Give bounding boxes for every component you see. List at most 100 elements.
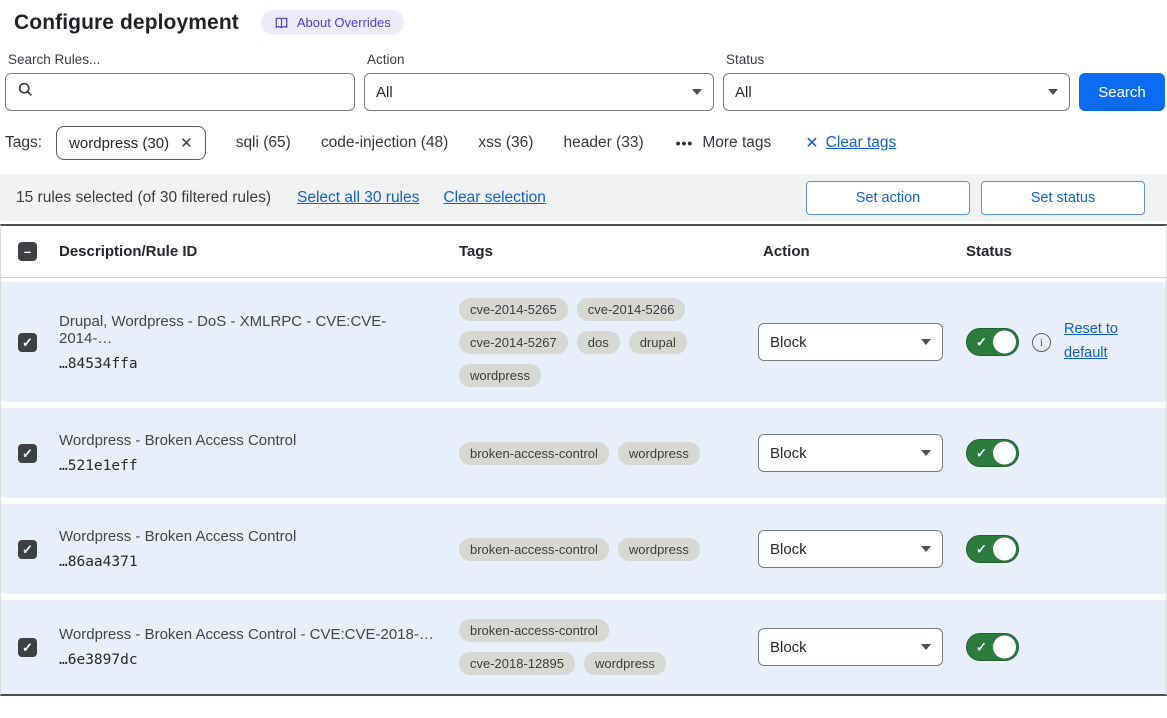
tag-filter-code-injection[interactable]: code-injection (48) xyxy=(320,134,449,151)
rule-status-cell: ✓ xyxy=(963,633,1166,661)
status-toggle[interactable]: ✓ xyxy=(966,535,1019,563)
check-icon: ✓ xyxy=(976,445,987,461)
status-field: Status All xyxy=(723,52,1070,111)
tag-pill: wordpress xyxy=(459,363,541,387)
rule-description: Drupal, Wordpress - DoS - XMLRPC - CVE:C… xyxy=(59,312,387,347)
table-row: ✓ Wordpress - Broken Access Control …86a… xyxy=(1,504,1166,594)
tag-pill: cve-2018-12895 xyxy=(459,652,575,675)
rule-tags-cell: broken-access-control wordpress xyxy=(459,537,756,561)
chevron-down-icon xyxy=(1048,89,1058,95)
rule-action-value: Block xyxy=(770,638,807,656)
more-tags-button[interactable]: ••• More tags xyxy=(676,134,772,152)
rule-id: …6e3897dc xyxy=(59,652,138,668)
page-title: Configure deployment xyxy=(14,10,239,34)
check-icon: ✓ xyxy=(976,541,987,557)
header-checkbox-cell: – xyxy=(1,242,45,261)
info-icon[interactable]: i xyxy=(1032,332,1051,352)
tag-pill: dos xyxy=(576,330,620,354)
chevron-down-icon xyxy=(692,89,702,95)
toggle-knob xyxy=(993,330,1016,354)
check-icon: ✓ xyxy=(976,639,987,655)
tag-filter-xss[interactable]: xss (36) xyxy=(478,134,534,151)
rule-id: …521e1eff xyxy=(59,458,138,474)
rules-table: – Description/Rule ID Tags Action Status… xyxy=(0,224,1167,696)
column-header-description: Description/Rule ID xyxy=(59,243,198,260)
reset-to-default-link[interactable]: Reset to default xyxy=(1064,321,1118,361)
rule-action-cell: Block xyxy=(756,323,963,361)
rule-description: Wordpress - Broken Access Control xyxy=(59,432,297,449)
tag-pill: cve-2014-5265 xyxy=(459,297,568,321)
page-header: Configure deployment About Overrides xyxy=(0,0,1167,35)
rule-action-value: Block xyxy=(770,333,807,351)
status-filter-select[interactable]: All xyxy=(723,73,1070,111)
action-label: Action xyxy=(367,52,405,67)
column-header-tags: Tags xyxy=(459,243,493,260)
chevron-down-icon xyxy=(921,339,931,345)
check-icon: ✓ xyxy=(22,334,33,350)
rule-action-select[interactable]: Block xyxy=(758,628,943,666)
action-field: Action All xyxy=(364,52,714,111)
status-filter-value: All xyxy=(735,83,752,101)
select-all-checkbox[interactable]: – xyxy=(18,242,37,261)
search-label: Search Rules... xyxy=(8,52,101,67)
rule-action-cell: Block xyxy=(756,628,963,666)
clear-tags-link[interactable]: ✕ Clear tags xyxy=(805,133,896,153)
close-icon[interactable]: ✕ xyxy=(180,135,193,152)
rule-description-cell: Wordpress - Broken Access Control - CVE:… xyxy=(45,626,459,668)
status-toggle[interactable]: ✓ xyxy=(966,439,1019,467)
status-toggle[interactable]: ✓ xyxy=(966,633,1019,661)
rule-description-cell: Drupal, Wordpress - DoS - XMLRPC - CVE:C… xyxy=(45,313,459,372)
tag-filter-sqli[interactable]: sqli (65) xyxy=(235,134,291,151)
row-checkbox-cell: ✓ xyxy=(1,637,45,657)
about-overrides-badge[interactable]: About Overrides xyxy=(260,10,404,35)
rule-description: Wordpress - Broken Access Control - CVE:… xyxy=(59,626,434,643)
tag-pill: drupal xyxy=(628,330,687,354)
rule-action-value: Block xyxy=(770,540,807,558)
selected-tag-label: wordpress (30) xyxy=(69,134,170,152)
row-checkbox[interactable]: ✓ xyxy=(18,332,37,352)
tag-pill: wordpress xyxy=(617,441,700,465)
selection-bar: 15 rules selected (of 30 filtered rules)… xyxy=(0,174,1167,221)
rule-tags-cell: cve-2014-5265 cve-2014-5266 cve-2014-526… xyxy=(459,297,756,387)
chevron-down-icon xyxy=(921,546,931,552)
column-header-status: Status xyxy=(966,243,1012,260)
rule-action-select[interactable]: Block xyxy=(758,530,943,568)
status-toggle[interactable]: ✓ xyxy=(966,328,1019,356)
book-icon xyxy=(274,16,289,30)
bulk-action-buttons: Set action Set status xyxy=(806,180,1145,215)
chevron-down-icon xyxy=(921,644,931,650)
tag-pill: broken-access-control xyxy=(459,441,609,465)
table-row: ✓ Wordpress - Broken Access Control - CV… xyxy=(1,600,1166,694)
toggle-knob xyxy=(993,537,1016,561)
status-label: Status xyxy=(726,52,765,67)
selection-summary: 15 rules selected (of 30 filtered rules) xyxy=(16,188,272,206)
chevron-down-icon xyxy=(921,450,931,456)
table-row: ✓ Wordpress - Broken Access Control …521… xyxy=(1,408,1166,498)
tag-filter-header[interactable]: header (33) xyxy=(563,134,644,151)
select-all-link[interactable]: Select all 30 rules xyxy=(297,188,420,206)
row-checkbox[interactable]: ✓ xyxy=(18,637,37,657)
row-checkbox-cell: ✓ xyxy=(1,539,45,559)
search-input-box[interactable] xyxy=(5,73,355,111)
clear-selection-link[interactable]: Clear selection xyxy=(443,188,546,206)
set-action-button[interactable]: Set action xyxy=(806,180,970,215)
check-icon: ✓ xyxy=(22,639,33,655)
toggle-knob xyxy=(993,635,1016,659)
tag-pill: broken-access-control xyxy=(459,537,609,561)
search-button[interactable]: Search xyxy=(1079,73,1165,111)
clear-tags-label: Clear tags xyxy=(825,134,897,151)
ellipsis-icon: ••• xyxy=(675,135,694,151)
search-input[interactable] xyxy=(42,82,343,102)
selected-tag-chip[interactable]: wordpress (30) ✕ xyxy=(56,126,206,160)
tag-pill: wordpress xyxy=(617,537,700,561)
rule-description-cell: Wordpress - Broken Access Control …521e1… xyxy=(45,432,459,474)
action-filter-select[interactable]: All xyxy=(364,73,714,111)
rule-action-select[interactable]: Block xyxy=(758,434,943,472)
row-checkbox[interactable]: ✓ xyxy=(18,539,37,559)
row-checkbox[interactable]: ✓ xyxy=(18,443,37,463)
set-status-button[interactable]: Set status xyxy=(981,180,1145,215)
rule-action-cell: Block xyxy=(756,530,963,568)
rule-action-select[interactable]: Block xyxy=(758,323,943,361)
tags-label: Tags: xyxy=(5,134,43,151)
tag-pill: broken-access-control xyxy=(459,619,609,642)
